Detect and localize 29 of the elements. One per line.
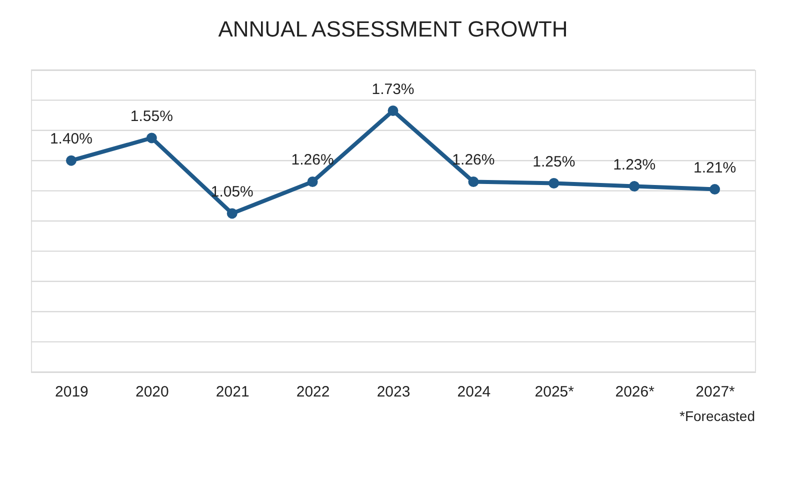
x-tick-label: 2019 [55,384,88,400]
text: *Forecasted [680,408,755,424]
x-tick-label: 2027* [696,384,736,400]
data-label: 1.05% [210,183,254,200]
data-label: 1.21% [694,159,736,176]
point [307,176,318,187]
data-label: 1.40% [50,130,92,148]
x-tick-label: 2022 [296,384,330,400]
data-label: 1.25% [532,153,576,170]
point [388,106,398,116]
x-tick-label: 2021 [216,384,250,400]
data-label: 1.26% [291,152,334,169]
point [629,181,640,192]
data-label: 1.73% [372,80,414,98]
data-label: 1.26% [452,152,495,169]
x-tick-label: 2025* [534,384,574,400]
point [226,208,238,219]
data-label: 1.23% [613,156,656,174]
point [66,155,76,166]
point [710,184,720,195]
point [548,178,560,188]
x-tick-label: 2020 [135,384,169,400]
x-tick-label: 2024 [457,384,491,400]
data-label: 1.55% [130,108,173,125]
point [146,132,157,144]
point [468,176,479,187]
x-tick-label: 2026* [615,384,655,400]
chart-title: ANNUAL ASSESSMENT GROWTH [218,16,568,42]
x-tick-label: 2023 [376,384,410,400]
